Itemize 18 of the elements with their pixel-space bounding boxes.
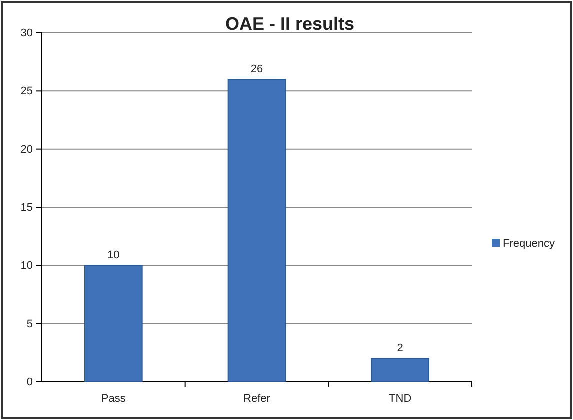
- y-tick-label: 0: [26, 376, 33, 389]
- y-tick-label: 20: [20, 144, 33, 156]
- data-label: 26: [250, 64, 264, 76]
- y-tick-label: 30: [20, 28, 33, 40]
- bar: [371, 358, 430, 382]
- chart-title: OAE - II results: [225, 14, 355, 34]
- bar: [84, 265, 143, 382]
- y-tick-label: 10: [20, 260, 33, 272]
- y-tick-label: 25: [20, 86, 33, 98]
- data-label: 2: [397, 342, 404, 355]
- legend-label: Frequency: [503, 238, 556, 250]
- y-tick-label: 5: [26, 318, 33, 330]
- bar: [228, 79, 286, 382]
- x-tick-label: Refer: [244, 392, 271, 405]
- data-label: 10: [108, 250, 120, 262]
- x-tick-label: Pass: [101, 392, 126, 405]
- x-tick-label: TND: [389, 392, 412, 405]
- y-tick-label: 15: [20, 202, 33, 214]
